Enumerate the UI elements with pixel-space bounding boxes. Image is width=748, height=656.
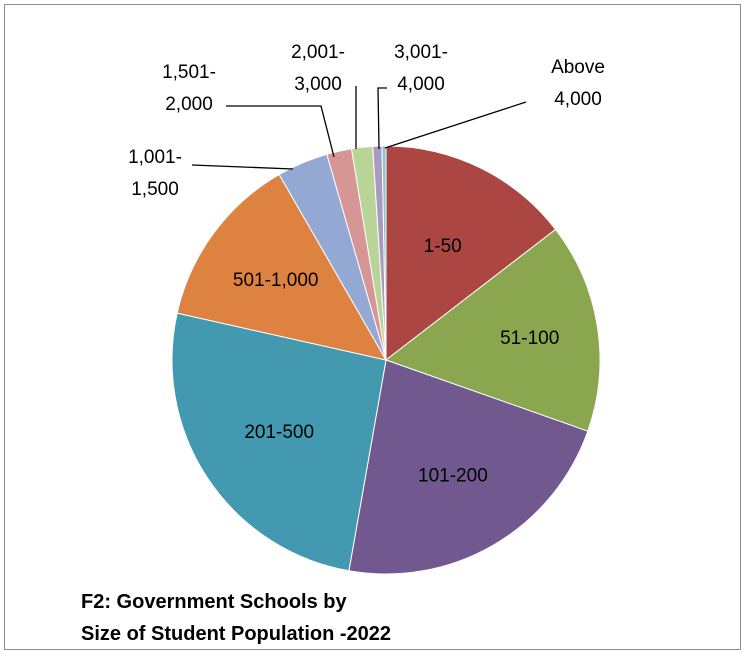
slice-label-line: 3,001-	[394, 42, 448, 63]
slice-label-line: Above	[551, 57, 605, 78]
chart-frame: 1-50 51-100 101-200 201-500 501-1,000 1,001-1…	[4, 4, 741, 650]
pie-slice-above-4-000	[381, 145, 387, 361]
slice-label-1-001-1-500: 1,001- 1,500	[128, 147, 182, 200]
pie-chart: 1-5051-100101-200201-500501-1,0001,001-1…	[128, 42, 605, 575]
slice-label-201-500: 201-500	[244, 422, 314, 443]
slice-label-line: 1,501-	[162, 62, 216, 83]
pie-slice-101-200	[348, 359, 589, 575]
slice-label-1-50: 1-50	[424, 236, 462, 257]
slice-label-above-4-000: Above 4,000	[551, 57, 605, 110]
leader-line-1-501-2-000	[226, 105, 335, 158]
slice-label-51-100: 51-100	[500, 328, 559, 349]
pie-slice-1-50	[385, 145, 557, 362]
slice-label-501-1-000: 501-1,000	[233, 270, 319, 291]
slice-label-line: 1,001-	[128, 147, 182, 168]
pie-slice-201-500	[171, 312, 387, 572]
slice-label-line: 4,000	[397, 74, 445, 95]
slice-label-3-001-4-000: 3,001- 4,000	[394, 42, 448, 95]
slice-label-101-200: 101-200	[418, 466, 488, 487]
slice-label-1-501-2-000: 1,501- 2,000	[162, 62, 216, 115]
chart-title-line-2: Size of Student Population -2022	[81, 623, 392, 645]
slice-label-line: 2,000	[165, 94, 213, 115]
slice-label-line: 2,001-	[291, 42, 345, 63]
chart-title: F2: Government Schools by Size of Studen…	[81, 586, 391, 650]
slice-label-line: 3,000	[294, 74, 342, 95]
leader-line-above-4-000	[384, 101, 527, 149]
chart-title-line-1: F2: Government Schools by	[81, 591, 347, 613]
pie-slice-51-100	[384, 228, 601, 432]
slice-label-line: 1,500	[131, 179, 179, 200]
leader-line-3-001-4-000	[377, 87, 387, 150]
slice-label-2-001-3-000: 2,001- 3,000	[291, 42, 345, 95]
leader-line-1-001-1-500	[191, 164, 294, 170]
slice-label-line: 4,000	[554, 89, 602, 110]
pie-slice-501-1-000	[176, 173, 388, 361]
